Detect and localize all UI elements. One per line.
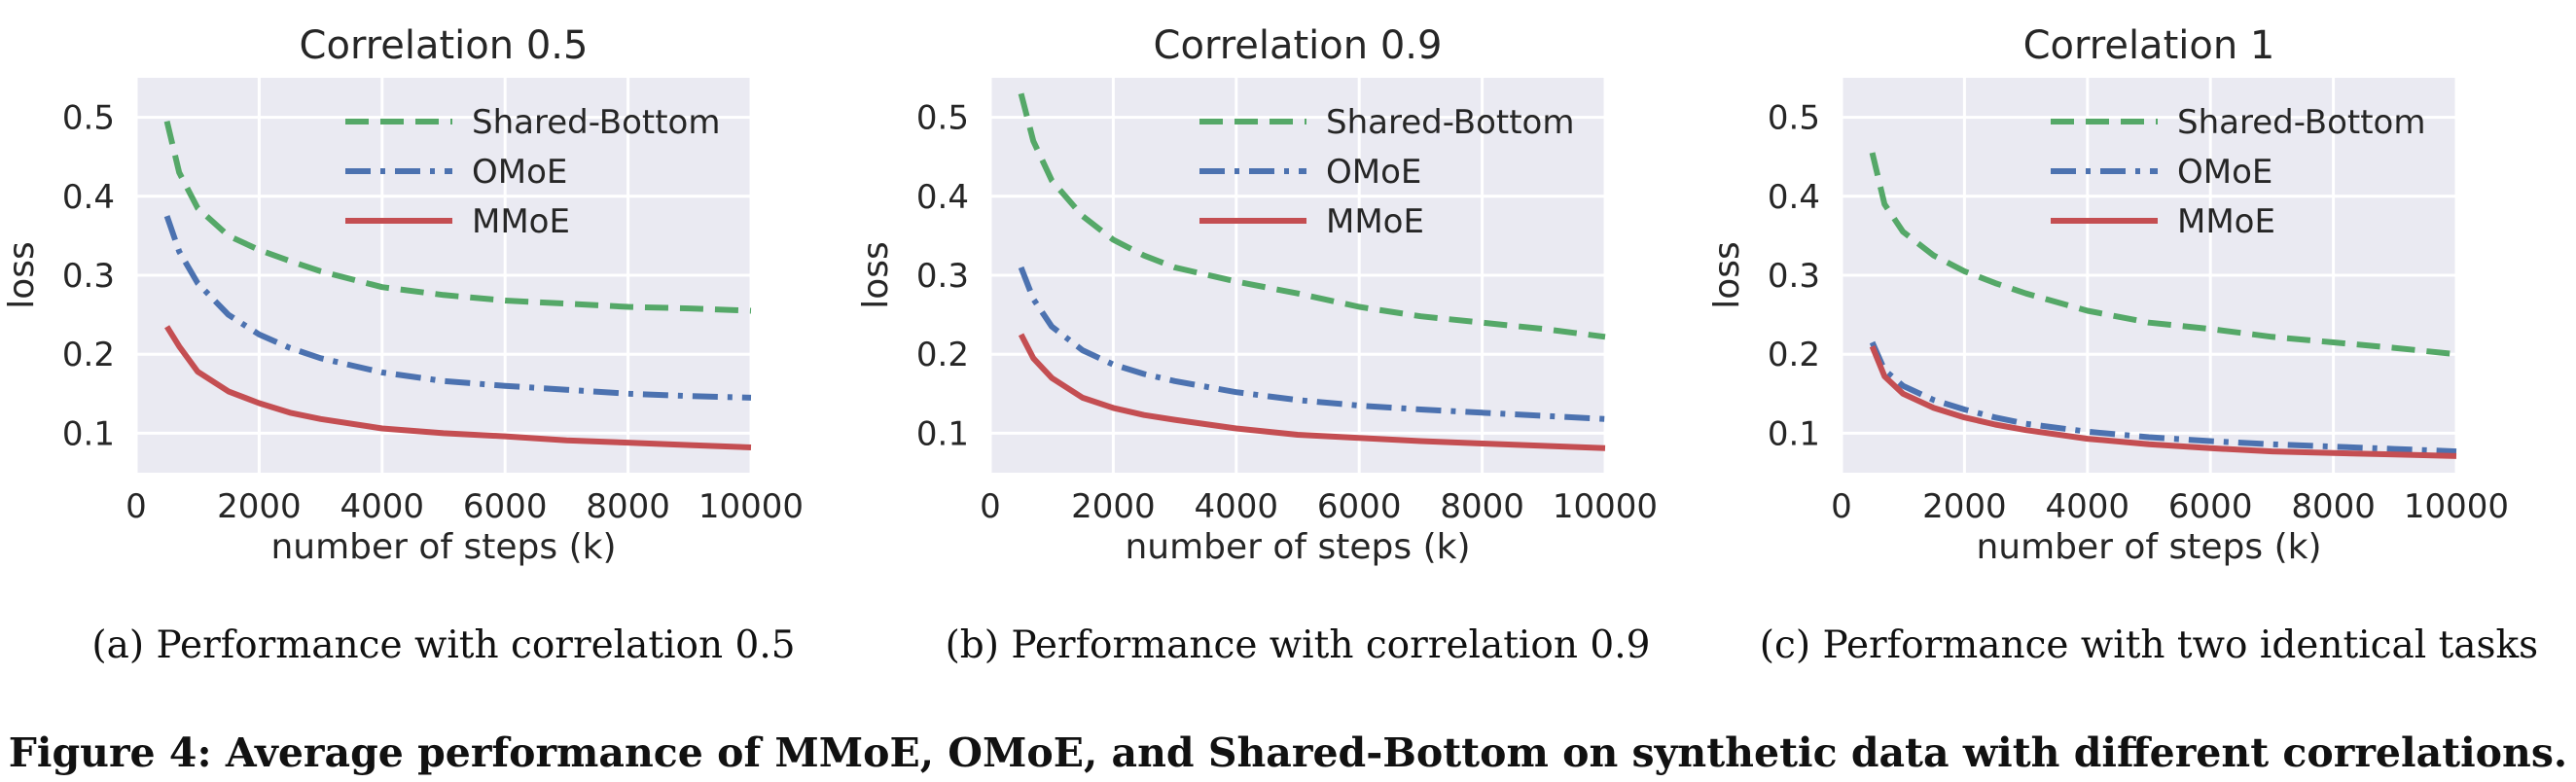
x-tick-label: 0 bbox=[1831, 487, 1852, 526]
legend-label-omoe: OMoE bbox=[472, 153, 567, 192]
subfigure-caption: (c) Performance with two identical tasks bbox=[1760, 623, 2538, 667]
legend-label-mmoe: MMoE bbox=[1326, 202, 1424, 241]
y-tick-label: 0.5 bbox=[916, 99, 969, 138]
series-line-omoe bbox=[163, 215, 752, 401]
subfigure-caption: (b) Performance with correlation 0.9 bbox=[946, 623, 1651, 667]
series-line-shared-bottom bbox=[1018, 92, 1606, 340]
series-line-shared-bottom bbox=[163, 121, 752, 314]
y-tick-label: 0.2 bbox=[916, 336, 969, 374]
y-tick-label: 0.1 bbox=[62, 414, 115, 453]
x-tick-label: 6000 bbox=[463, 487, 548, 526]
y-tick-label: 0.4 bbox=[62, 178, 115, 217]
x-tick-label: 6000 bbox=[1317, 487, 1402, 526]
y-tick-label: 0.4 bbox=[916, 178, 969, 217]
legend-label-omoe: OMoE bbox=[1326, 153, 1421, 192]
y-tick-label: 0.5 bbox=[62, 99, 115, 138]
chart-panel-1: 0 2000 4000 6000 8000 10000 0.1 0.2 0.3 0.4 0.5 Cor… bbox=[2, 23, 804, 667]
y-axis-label: loss bbox=[2, 241, 42, 309]
y-tick-label: 0.5 bbox=[1768, 99, 1820, 138]
x-tick-label: 4000 bbox=[1195, 487, 1279, 526]
legend: Shared-Bottom OMoE MMoE bbox=[2051, 103, 2425, 241]
y-tick-label: 0.2 bbox=[1768, 336, 1820, 374]
figure-caption: Figure 4: Average performance of MMoE, O… bbox=[9, 729, 2567, 776]
y-tick-label: 0.3 bbox=[916, 257, 969, 296]
legend: Shared-Bottom OMoE MMoE bbox=[1199, 103, 1574, 241]
x-tick-label: 6000 bbox=[2168, 487, 2253, 526]
legend-label-omoe: OMoE bbox=[2177, 153, 2272, 192]
legend-label-mmoe: MMoE bbox=[2177, 202, 2275, 241]
chart-panel-2: 0 2000 4000 6000 8000 10000 0.1 0.2 0.3 0.4 0.5 Cor… bbox=[856, 23, 1658, 667]
series-line-omoe bbox=[1018, 266, 1606, 422]
x-axis-label: number of steps (k) bbox=[1976, 527, 2321, 567]
x-tick-label: 2000 bbox=[1922, 487, 2007, 526]
legend-label-shared-bottom: Shared-Bottom bbox=[2177, 103, 2425, 142]
x-axis-label: number of steps (k) bbox=[1125, 527, 1470, 567]
series-line-mmoe bbox=[1018, 333, 1606, 451]
x-tick-label: 10000 bbox=[698, 487, 804, 526]
legend: Shared-Bottom OMoE MMoE bbox=[345, 103, 720, 241]
x-tick-label: 8000 bbox=[586, 487, 670, 526]
chart-title: Correlation 0.9 bbox=[1154, 23, 1443, 68]
x-tick-label: 8000 bbox=[2291, 487, 2376, 526]
series-line-mmoe bbox=[164, 325, 752, 450]
series-line-mmoe bbox=[1869, 344, 2457, 459]
y-axis-label: loss bbox=[856, 241, 896, 309]
x-tick-label: 4000 bbox=[2046, 487, 2130, 526]
chart-panel-3: 0 2000 4000 6000 8000 10000 0.1 0.2 0.3 0.4 0.5 Cor… bbox=[1707, 23, 2538, 667]
y-tick-label: 0.3 bbox=[62, 257, 115, 296]
y-tick-label: 0.1 bbox=[916, 414, 969, 453]
subfigure-caption: (a) Performance with correlation 0.5 bbox=[91, 623, 795, 667]
x-tick-label: 8000 bbox=[1440, 487, 1524, 526]
x-tick-label: 2000 bbox=[217, 487, 302, 526]
x-tick-label: 2000 bbox=[1071, 487, 1156, 526]
y-tick-label: 0.2 bbox=[62, 336, 115, 374]
legend-label-mmoe: MMoE bbox=[472, 202, 570, 241]
legend-label-shared-bottom: Shared-Bottom bbox=[1326, 103, 1574, 142]
chart-title: Correlation 0.5 bbox=[300, 23, 589, 68]
y-tick-label: 0.4 bbox=[1768, 178, 1820, 217]
x-axis-label: number of steps (k) bbox=[270, 527, 616, 567]
y-axis-label: loss bbox=[1707, 241, 1747, 309]
x-tick-label: 10000 bbox=[2404, 487, 2509, 526]
x-tick-label: 0 bbox=[980, 487, 1001, 526]
series-line-omoe bbox=[1869, 340, 2457, 455]
x-tick-label: 10000 bbox=[1553, 487, 1658, 526]
series-line-shared-bottom bbox=[1869, 152, 2457, 358]
x-tick-label: 0 bbox=[125, 487, 147, 526]
chart-title: Correlation 1 bbox=[2023, 23, 2275, 68]
y-tick-label: 0.3 bbox=[1768, 257, 1820, 296]
y-tick-label: 0.1 bbox=[1768, 414, 1820, 453]
legend-label-shared-bottom: Shared-Bottom bbox=[472, 103, 720, 142]
x-tick-label: 4000 bbox=[340, 487, 425, 526]
